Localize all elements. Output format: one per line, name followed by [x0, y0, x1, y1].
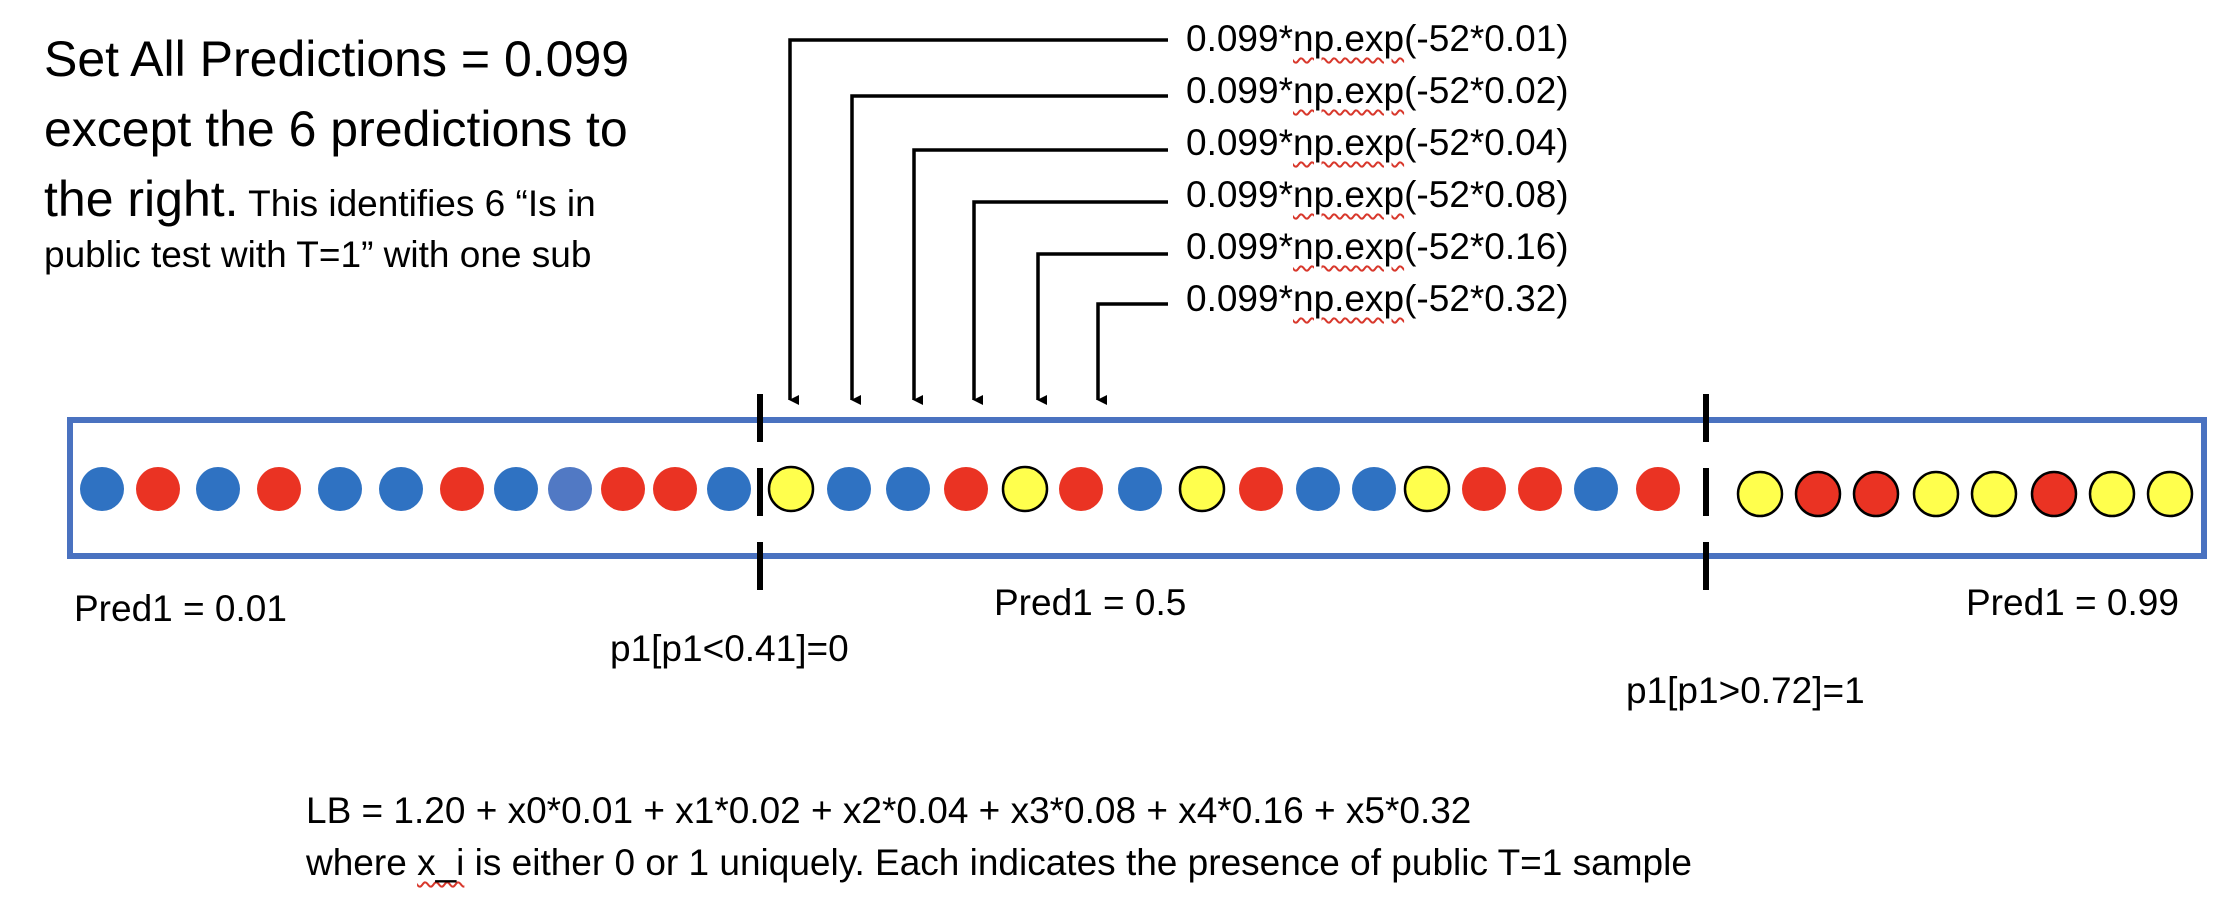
- pred-low-label: Pred1 = 0.01: [74, 588, 287, 629]
- prediction-dot-red-ring: [2030, 470, 2078, 518]
- prediction-dot-blue: [196, 467, 240, 511]
- formula-2: 0.099*np.exp(-52*0.04): [1186, 122, 1569, 163]
- prediction-dot-blue: [827, 467, 871, 511]
- prediction-dot-red: [601, 467, 645, 511]
- prediction-dot-blue: [886, 467, 930, 511]
- prediction-dot-blue: [80, 467, 124, 511]
- title-line-3: the right. This identifies 6 “Is in: [44, 164, 629, 239]
- title-line-3-main: the right.: [44, 171, 239, 227]
- prediction-dot-blue: [318, 467, 362, 511]
- prediction-dot-yellow: [1403, 465, 1451, 513]
- prediction-dot-red: [440, 467, 484, 511]
- prediction-dot-red: [944, 467, 988, 511]
- formula-0: 0.099*np.exp(-52*0.01): [1186, 18, 1569, 59]
- prediction-dot-yellow: [767, 465, 815, 513]
- prediction-dot-yellow: [1912, 470, 1960, 518]
- prediction-dot-blue-light: [548, 467, 592, 511]
- prediction-dot-red: [1636, 467, 1680, 511]
- prediction-dot-red: [257, 467, 301, 511]
- prediction-dot-blue: [707, 467, 751, 511]
- title-line-3-small: This identifies 6 “Is in: [238, 183, 596, 224]
- prediction-dot-yellow: [1178, 465, 1226, 513]
- lb-equation: LB = 1.20 + x0*0.01 + x1*0.02 + x2*0.04 …: [306, 790, 1472, 831]
- formula-arrows: [788, 38, 1168, 405]
- prediction-dot-yellow: [1736, 470, 1784, 518]
- threshold-high-label: p1[p1>0.72]=1: [1626, 670, 1865, 711]
- formula-arrow-5: [1096, 302, 1168, 405]
- prediction-dot-yellow: [1001, 465, 1049, 513]
- prediction-dot-red: [1239, 467, 1283, 511]
- prediction-dot-blue: [1352, 467, 1396, 511]
- prediction-dot-red-ring: [1794, 470, 1842, 518]
- title-line-4: public test with T=1” with one sub: [44, 234, 592, 275]
- formula-arrow-4: [1036, 252, 1168, 405]
- formula-arrow-2: [912, 148, 1168, 405]
- formula-arrow-0: [788, 38, 1168, 405]
- pred-high-label: Pred1 = 0.99: [1966, 582, 2179, 623]
- lb-variable: x_i: [417, 842, 465, 883]
- prediction-dot-blue: [379, 467, 423, 511]
- formula-3: 0.099*np.exp(-52*0.08): [1186, 174, 1569, 215]
- formula-5: 0.099*np.exp(-52*0.32): [1186, 278, 1569, 319]
- prediction-dot-red-ring: [1852, 470, 1900, 518]
- prediction-dot-red: [136, 467, 180, 511]
- prediction-dot-blue: [1574, 467, 1618, 511]
- prediction-dot-red: [1059, 467, 1103, 511]
- formula-arrow-1: [850, 94, 1168, 405]
- formula-1: 0.099*np.exp(-52*0.02): [1186, 70, 1569, 111]
- prediction-strip-box: [67, 417, 2207, 559]
- lb-explanation: where x_i is either 0 or 1 uniquely. Eac…: [306, 842, 1692, 883]
- prediction-dots: [80, 465, 2194, 518]
- prediction-dot-yellow: [2088, 470, 2136, 518]
- threshold-low-label: p1[p1<0.41]=0: [610, 628, 849, 669]
- prediction-dot-yellow: [2146, 470, 2194, 518]
- formula-arrow-3: [972, 200, 1168, 405]
- prediction-dot-red: [1462, 467, 1506, 511]
- title-line-1: Set All Predictions = 0.099: [44, 31, 630, 87]
- prediction-dot-blue: [494, 467, 538, 511]
- prediction-dot-red: [1518, 467, 1562, 511]
- title-block: Set All Predictions = 0.099 except the 6…: [44, 24, 629, 239]
- formula-4: 0.099*np.exp(-52*0.16): [1186, 226, 1569, 267]
- prediction-dot-yellow: [1970, 470, 2018, 518]
- prediction-dot-red: [653, 467, 697, 511]
- title-line-2: except the 6 predictions to: [44, 101, 628, 157]
- pred-mid-label: Pred1 = 0.5: [994, 582, 1187, 623]
- prediction-dot-blue: [1118, 467, 1162, 511]
- prediction-dot-blue: [1296, 467, 1340, 511]
